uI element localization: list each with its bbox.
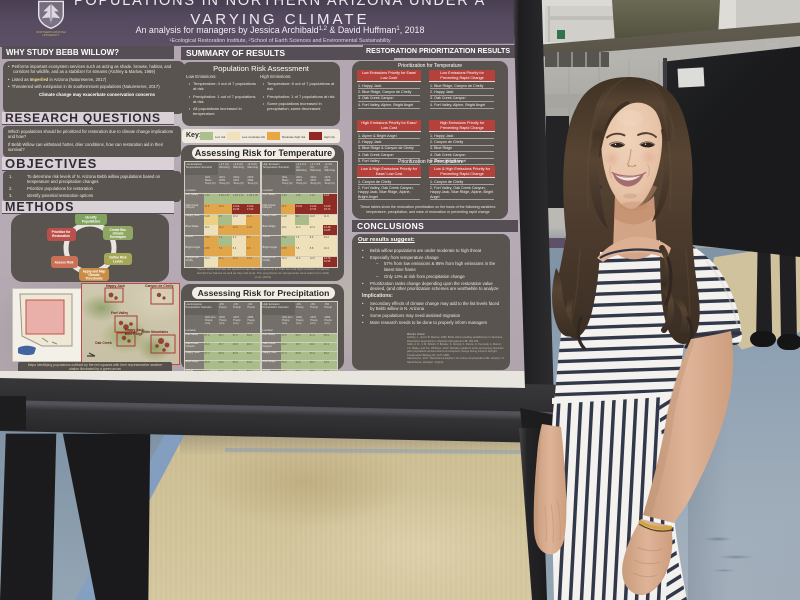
svg-text:climate: climate (113, 232, 124, 236)
svg-text:Blue Ridge: Blue Ridge (125, 332, 143, 336)
svg-text:Create Bio-: Create Bio- (109, 228, 126, 232)
svg-text:Define Risk: Define Risk (109, 256, 127, 260)
svg-text:Thresholds: Thresholds (85, 277, 102, 281)
svg-text:Oak Creek: Oak Creek (95, 341, 112, 345)
svg-text:Envelopes: Envelopes (110, 235, 126, 239)
svg-text:Prioritize for: Prioritize for (52, 230, 72, 234)
svg-text:Assess Risk: Assess Risk (55, 261, 74, 265)
svg-text:Happy Jack: Happy Jack (125, 328, 144, 332)
svg-text:Populations: Populations (82, 220, 100, 224)
svg-text:White Mountains: White Mountains (141, 330, 168, 334)
svg-text:Canyon de Chelly: Canyon de Chelly (145, 284, 174, 288)
svg-text:Apply and Map: Apply and Map (83, 270, 106, 274)
svg-text:Identify: Identify (85, 216, 97, 220)
svg-text:Happy Jack: Happy Jack (106, 284, 125, 288)
svg-text:Fort Valley: Fort Valley (111, 311, 128, 315)
svg-text:Climate: Climate (88, 273, 100, 277)
svg-text:Levels: Levels (113, 260, 123, 264)
svg-text:Restoration: Restoration (52, 234, 70, 238)
